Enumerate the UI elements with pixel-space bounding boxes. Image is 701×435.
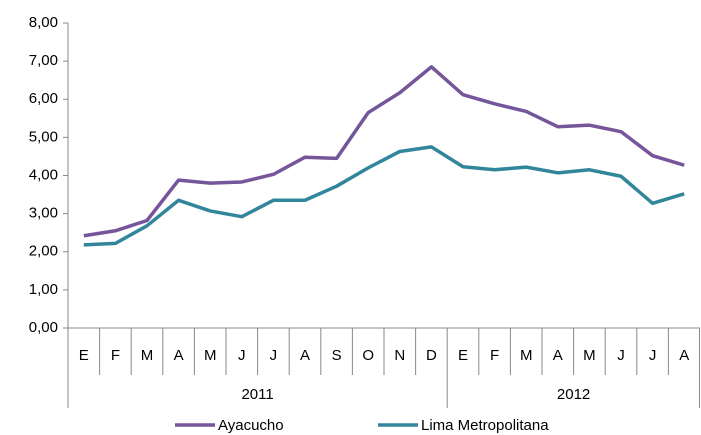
group-label: 2012 xyxy=(557,386,590,403)
x-tick-label: D xyxy=(426,347,437,364)
x-tick-label: F xyxy=(111,347,120,364)
x-tick-label: E xyxy=(458,347,468,364)
x-tick-label: A xyxy=(679,347,689,364)
x-tick-label: J xyxy=(270,347,278,364)
y-tick-label: 8,00 xyxy=(29,14,58,31)
x-tick-label: N xyxy=(394,347,405,364)
y-tick-label: 1,00 xyxy=(29,281,58,298)
x-tick-label: M xyxy=(520,347,533,364)
y-tick-label: 6,00 xyxy=(29,90,58,107)
y-tick-label: 7,00 xyxy=(29,52,58,69)
x-tick-label: F xyxy=(490,347,499,364)
series-line xyxy=(83,145,685,247)
x-tick-label: J xyxy=(238,347,246,364)
y-tick-label: 3,00 xyxy=(29,205,58,222)
x-tick-label: M xyxy=(141,347,154,364)
y-tick-label: 0,00 xyxy=(29,319,58,336)
x-tick-label: J xyxy=(649,347,657,364)
x-tick-label: S xyxy=(332,347,342,364)
x-tick-label: J xyxy=(617,347,625,364)
legend-label: Lima Metropolitana xyxy=(421,417,549,434)
x-tick-label: M xyxy=(204,347,217,364)
x-tick-label: A xyxy=(300,347,310,364)
y-tick-label: 2,00 xyxy=(29,243,58,260)
group-label: 2011 xyxy=(241,386,273,403)
x-tick-label: E xyxy=(79,347,89,364)
legend-label: Ayacucho xyxy=(218,417,284,434)
series-line xyxy=(83,65,685,238)
x-tick-label: O xyxy=(362,347,374,364)
y-tick-label: 4,00 xyxy=(29,166,58,183)
y-tick-label: 5,00 xyxy=(29,128,58,145)
x-tick-label: A xyxy=(553,347,563,364)
x-tick-label: M xyxy=(583,347,596,364)
x-tick-label: A xyxy=(174,347,184,364)
